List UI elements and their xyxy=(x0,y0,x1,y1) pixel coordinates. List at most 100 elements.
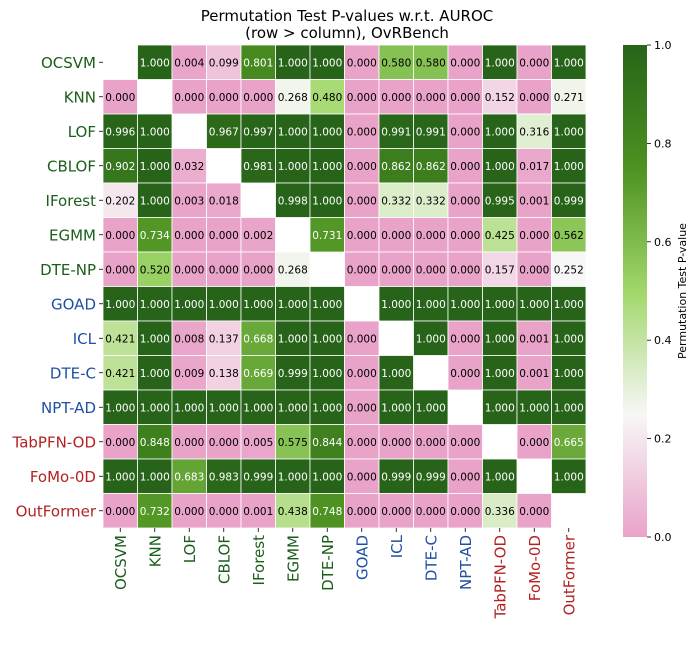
heatmap-cell xyxy=(240,79,276,115)
cell-value-label: 0.848 xyxy=(140,437,170,449)
cell-value-label: 1.000 xyxy=(554,299,584,311)
heatmap-cell xyxy=(378,148,414,184)
cell-value-label: 0.000 xyxy=(347,402,377,414)
cell-value-label: 0.000 xyxy=(347,471,377,483)
heatmap-cell xyxy=(240,217,276,253)
heatmap-cell xyxy=(137,355,173,391)
cell-value-label: 0.152 xyxy=(485,92,515,104)
heatmap-cell xyxy=(482,251,518,287)
column-label: DTE-NP xyxy=(319,535,337,591)
cell-value-label: 1.000 xyxy=(312,368,342,380)
cell-value-label: 0.991 xyxy=(416,126,446,138)
cell-value-label: 0.000 xyxy=(381,230,411,242)
heatmap-cell xyxy=(240,251,276,287)
cell-value-label: 1.000 xyxy=(140,333,170,345)
cell-value-label: 0.000 xyxy=(450,333,480,345)
heatmap-cell xyxy=(171,320,207,356)
cell-value-label: 0.844 xyxy=(312,437,342,449)
row-label: OCSVM xyxy=(41,54,96,72)
heatmap-cell xyxy=(482,286,518,322)
heatmap-cell xyxy=(447,251,483,287)
heatmap-cell xyxy=(344,217,380,253)
cell-value-label: 0.202 xyxy=(105,195,135,207)
heatmap-cell xyxy=(413,286,449,322)
column-label: LOF xyxy=(181,535,199,563)
cell-value-label: 1.000 xyxy=(140,402,170,414)
cell-value-label: 1.000 xyxy=(105,402,135,414)
cell-value-label: 0.575 xyxy=(278,437,308,449)
cell-value-label: 0.862 xyxy=(416,161,446,173)
cell-value-label: 0.000 xyxy=(105,264,135,276)
heatmap-cell xyxy=(378,44,414,80)
cell-value-label: 0.967 xyxy=(209,126,239,138)
cell-value-label: 0.017 xyxy=(519,161,549,173)
heatmap-cell xyxy=(171,355,207,391)
cell-value-label: 1.000 xyxy=(554,333,584,345)
cell-value-label: 1.000 xyxy=(105,471,135,483)
heatmap-cell xyxy=(206,389,242,425)
heatmap-cell xyxy=(275,182,311,218)
cell-value-label: 1.000 xyxy=(485,299,515,311)
cell-value-label: 1.000 xyxy=(485,126,515,138)
row-label: OutFormer xyxy=(16,502,97,520)
column-label: CBLOF xyxy=(215,535,233,584)
cell-value-label: 0.999 xyxy=(243,471,273,483)
cell-value-label: 0.000 xyxy=(209,437,239,449)
heatmap-cell xyxy=(275,458,311,494)
heatmap-cell xyxy=(516,424,552,460)
heatmap-cell xyxy=(275,251,311,287)
cell-value-label: 0.999 xyxy=(381,471,411,483)
cell-value-label: 0.580 xyxy=(381,57,411,69)
heatmap-cell xyxy=(275,320,311,356)
cell-value-label: 0.032 xyxy=(174,161,204,173)
cell-value-label: 0.018 xyxy=(209,195,239,207)
cell-value-label: 0.732 xyxy=(140,506,170,518)
heatmap-cell xyxy=(240,355,276,391)
column-label: NPT-AD xyxy=(457,535,475,590)
cell-value-label: 1.000 xyxy=(416,402,446,414)
heatmap-cell xyxy=(482,148,518,184)
cell-value-label: 0.000 xyxy=(347,230,377,242)
heatmap-cell xyxy=(309,286,345,322)
cell-value-label: 1.000 xyxy=(554,368,584,380)
heatmap-cell xyxy=(551,113,587,149)
cell-value-label: 0.000 xyxy=(174,92,204,104)
heatmap-cell xyxy=(344,424,380,460)
heatmap-cell xyxy=(309,44,345,80)
cell-value-label: 1.000 xyxy=(554,471,584,483)
heatmap-cell xyxy=(482,320,518,356)
cell-value-label: 0.000 xyxy=(174,264,204,276)
cell-value-label: 0.005 xyxy=(243,437,273,449)
cell-value-label: 1.000 xyxy=(140,57,170,69)
cell-value-label: 0.316 xyxy=(519,126,549,138)
heatmap-cell xyxy=(102,320,138,356)
cell-value-label: 0.271 xyxy=(554,92,584,104)
colorbar-tick-label: 0.0 xyxy=(654,531,672,544)
heatmap-cell xyxy=(344,79,380,115)
heatmap-cell xyxy=(516,286,552,322)
row-label: EGMM xyxy=(49,226,96,244)
cell-value-label: 0.000 xyxy=(519,92,549,104)
cell-value-label: 0.000 xyxy=(347,126,377,138)
cell-value-label: 0.520 xyxy=(140,264,170,276)
heatmap-cell xyxy=(240,148,276,184)
heatmap-cell xyxy=(137,44,173,80)
heatmap-cell xyxy=(137,113,173,149)
chart-title-line1: Permutation Test P-values w.r.t. AUROC xyxy=(201,7,494,25)
heatmap-cell xyxy=(240,424,276,460)
cell-value-label: 1.000 xyxy=(140,126,170,138)
colorbar: 0.0 0.2 0.4 0.6 0.8 1.0 Permutation Test P-val… xyxy=(623,39,689,544)
cell-value-label: 1.000 xyxy=(140,368,170,380)
cell-value-label: 1.000 xyxy=(278,402,308,414)
cell-value-label: 0.000 xyxy=(450,264,480,276)
cell-value-label: 1.000 xyxy=(174,402,204,414)
cell-value-label: 0.000 xyxy=(450,161,480,173)
cell-value-label: 1.000 xyxy=(140,471,170,483)
cell-value-label: 1.000 xyxy=(554,402,584,414)
cell-value-label: 0.983 xyxy=(209,471,239,483)
cell-value-label: 0.998 xyxy=(278,195,308,207)
column-label: OutFormer xyxy=(560,534,578,615)
cell-value-label: 1.000 xyxy=(485,471,515,483)
column-label: OCSVM xyxy=(112,535,130,590)
row-label: KNN xyxy=(64,88,96,106)
